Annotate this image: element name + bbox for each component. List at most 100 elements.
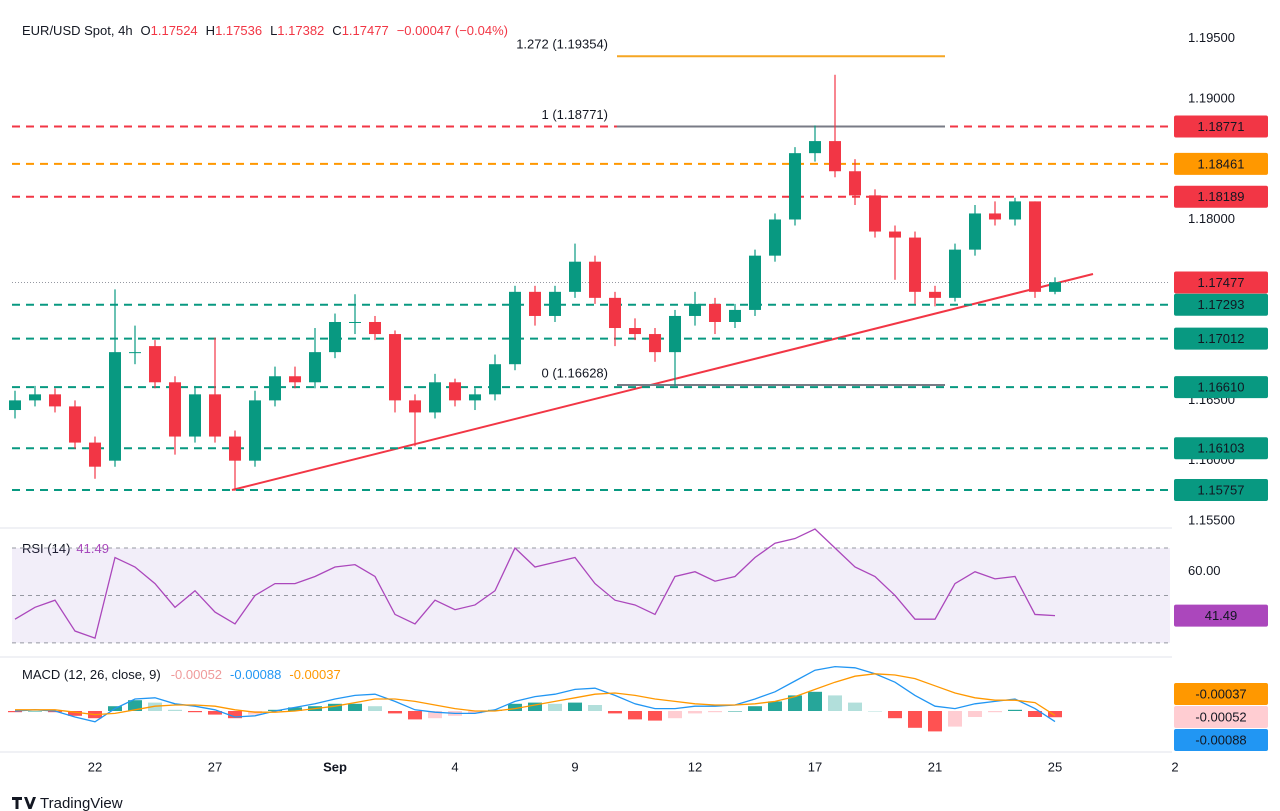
macd-value-box [1174,706,1268,728]
candle-body [729,309,741,322]
y-tick-label: 1.15500 [1188,512,1235,527]
macd-histogram-bar [988,711,1002,713]
macd-title: MACD (12, 26, close, 9) [22,667,161,682]
macd-histogram-bar [768,701,782,711]
macd-histogram-bar [788,695,802,711]
macd-histogram-bar [408,711,422,720]
candle-body [369,321,381,335]
x-tick-label: 9 [571,759,578,774]
x-tick-label: 21 [928,759,942,774]
price-label-box [1174,185,1268,208]
candle-body [649,334,661,353]
candle-body [129,352,141,354]
macd-line [15,673,1056,716]
x-tick-label: 27 [208,759,222,774]
fib-label: 1.272 (1.19354) [516,37,608,52]
price-label-box [1174,327,1268,350]
macd-histogram-bar [208,711,222,715]
macd-histogram-bar [428,711,442,719]
rsi-header: RSI (14) 41.49 [22,541,109,556]
price-label-box [1174,115,1268,138]
y-tick-label: 1.18000 [1188,211,1235,226]
x-tick-label: 17 [808,759,822,774]
candle-body [229,436,241,461]
candle-body [309,352,321,383]
candle-body [929,291,941,298]
rsi-value-box [1174,604,1268,627]
price-label-box [1174,376,1268,399]
macd-histogram-bar [648,711,662,721]
candle-body [249,400,261,461]
candle-body [869,195,881,232]
candle-body [209,394,221,437]
macd-histogram-bar [8,711,22,713]
candle-body [669,315,681,353]
macd-histogram-bar [728,711,742,712]
y-tick-label: 1.19500 [1188,30,1235,45]
candle-body [9,400,21,411]
price-label: 1.18189 [1198,189,1245,204]
candle-body [549,291,561,316]
x-tick-label: 4 [451,759,458,774]
price-label: 1.16103 [1198,441,1245,456]
ohlc-label: H [206,23,215,38]
candle-body [689,303,701,316]
price-label-box [1174,152,1268,175]
y-tick-label: 1.19000 [1188,90,1235,105]
rsi-value-label: 41.49 [1205,608,1238,623]
legend: EUR/USD Spot, 4h O1.17524 H1.17536 L1.17382… [22,23,508,38]
x-tick-label: Sep [323,759,347,774]
candle-body [749,255,761,310]
candle-body [889,231,901,238]
candle-body [189,394,201,437]
macd-histogram-bar [28,711,42,712]
price-label: 1.17293 [1198,297,1245,312]
macd-histogram-bar [868,711,882,712]
candle-body [709,303,721,322]
macd-histogram-bar [608,711,622,714]
candle-body [109,352,121,461]
candle-body [609,297,621,329]
candle-body [289,376,301,383]
x-tick-label: 22 [88,759,102,774]
macd-value-label: -0.00052 [1195,709,1246,724]
candle-body [529,291,541,316]
rsi-line [14,528,1056,640]
macd-histogram-bar [808,691,822,711]
macd-histogram-bar [588,705,602,711]
macd-hist-value: -0.00052 [171,667,222,682]
macd-histogram-bar [948,711,962,727]
macd-histogram-bar [328,703,342,711]
header: EUR/USD Spot, 4h O1.17524 H1.17536 L1.17382… [22,23,508,38]
macd-histogram-bar [928,711,942,732]
candle-body [509,291,521,365]
macd-histogram-bar [68,711,82,716]
price-label: 1.16610 [1198,380,1245,395]
candle-body [989,213,1001,220]
macd-histogram-bar [1048,711,1062,718]
logo: TradingView [12,795,123,811]
candle-body [349,321,361,323]
price-label-box [1174,478,1268,501]
price-label-box [1174,437,1268,460]
macd-histogram-bar [188,711,202,713]
macd-line-value: -0.00088 [230,667,281,682]
candle-body [29,394,41,401]
price-label: 1.18461 [1198,156,1245,171]
rsi-value: 41.49 [76,541,109,556]
macd-histogram-bar [908,711,922,728]
ohlc-label: C [332,23,341,38]
candle-body [69,406,81,443]
candle-body [469,394,481,401]
branding: TradingView [40,795,123,811]
macd-histogram-bar [708,711,722,713]
fib-label: 0 (1.16628) [542,365,609,380]
change: −0.00047 (−0.04%) [397,23,508,38]
candle-body [269,376,281,401]
price-label: 1.18771 [1198,119,1245,134]
y-tick-label: 60.00 [1188,563,1221,578]
candle-body [789,153,801,220]
price-label-box [1174,293,1268,316]
price-label: 1.17012 [1198,331,1245,346]
